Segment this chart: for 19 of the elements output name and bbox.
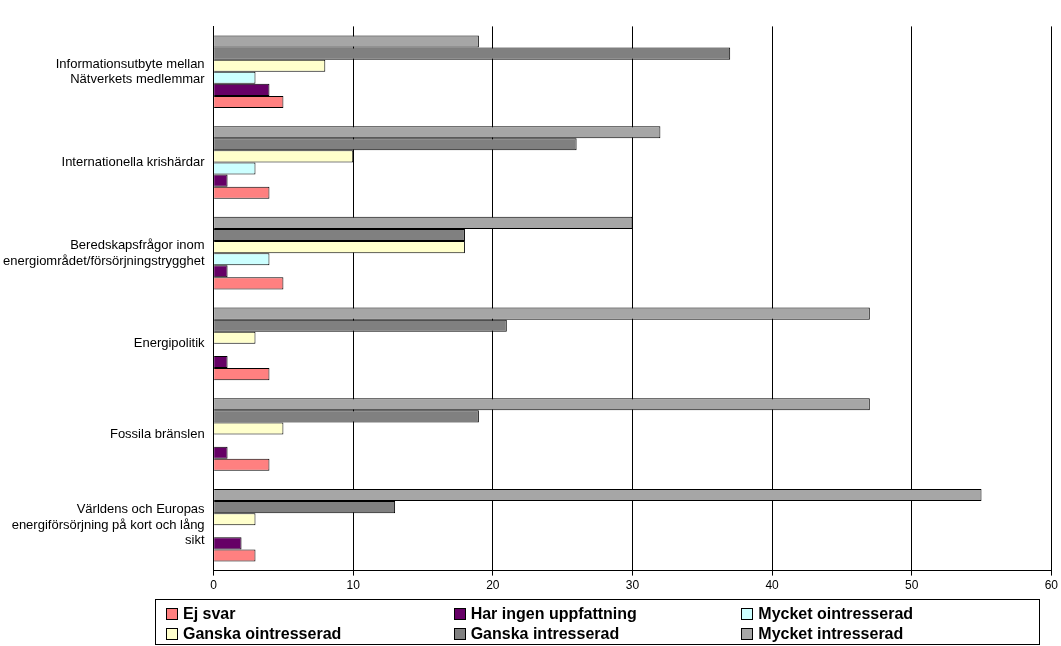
x-tick-label: 50 (905, 578, 919, 593)
legend-label: Ganska ointresserad (182, 624, 343, 644)
legend-label: Ej svar (182, 604, 237, 624)
y-tick-label: Fossila bränslen (109, 426, 205, 442)
y-tick-label: Världens och Europas energiförsörjning på kort och lång sikt (11, 501, 206, 548)
x-tick-label: 0 (210, 578, 218, 593)
x-tick-label: 30 (625, 578, 640, 593)
y-tick-label: Beredskapsfrågor inom energiområdet/försörjningstrygghet (3, 236, 205, 268)
x-tick-label: 60 (1044, 578, 1059, 593)
y-tick-label: Energipolitik (133, 335, 206, 351)
y-tick-label: Informationsutbyte mellan Nätverkets medlemmar (55, 55, 206, 87)
x-tick-label: 10 (346, 578, 361, 593)
legend-label: Ganska intresserad (469, 624, 621, 644)
legend-label: Mycket ointresserad (757, 604, 915, 624)
x-tick-label: 40 (765, 578, 780, 593)
x-tick-label: 20 (486, 578, 500, 593)
legend-label: Har ingen uppfattning (469, 604, 638, 624)
legend-label: Mycket intresserad (757, 624, 905, 644)
y-tick-label: Internationella krishärdar (61, 154, 206, 170)
